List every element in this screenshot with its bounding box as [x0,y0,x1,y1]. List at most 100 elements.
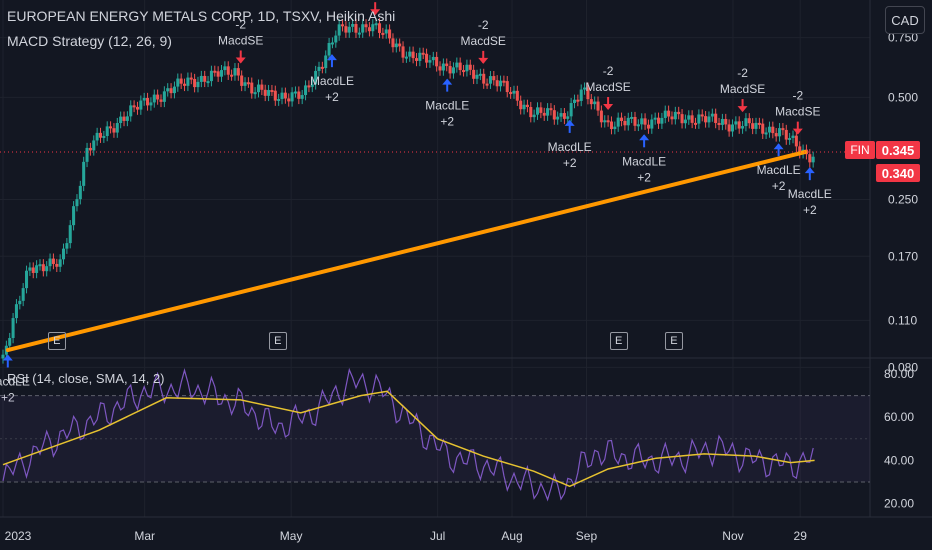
candle-body [213,70,217,73]
candle-body [41,264,45,272]
long-signal-label: MacdLE [310,74,354,88]
candle-body [142,97,146,101]
long-arrow-head [639,134,650,141]
short-arrow-head [603,104,614,111]
candle-body [764,132,768,135]
candle-body [18,300,22,305]
candle-body [324,55,328,69]
candle-body [135,106,139,110]
candle-body [788,137,792,140]
candle-body [609,121,613,130]
earnings-marker[interactable]: E [664,332,683,350]
candle-body [149,102,153,106]
price-axis[interactable]: 0.750 0.500 0.250 0.170 0.110 0.080 [888,31,918,375]
candle-body [38,264,42,267]
candle-body [159,99,163,102]
candle-body [78,185,82,200]
candle-body [418,52,422,61]
candle-body [704,116,708,123]
currency-button[interactable]: CAD [885,6,925,34]
candle-body [717,122,721,125]
candle-body [488,76,492,84]
candle-body [808,154,812,163]
candle-body [300,95,304,99]
earnings-marker[interactable]: E [268,332,287,350]
earnings-marker[interactable]: E [609,332,628,350]
candle-body [525,104,529,107]
candle-body [253,92,257,95]
candle-body [798,146,802,154]
candle-body [48,258,52,267]
candle-body [757,122,761,125]
candle-body [535,107,540,115]
candle-body [75,199,79,207]
candle-body [88,147,92,151]
candle-body [492,76,496,81]
candle-body [572,99,577,104]
candle-body [411,51,415,59]
candle-body [189,77,193,80]
candle-body [791,135,795,138]
candle-body [761,123,765,134]
candle-body [297,91,301,99]
candle-body [260,84,264,90]
candle-body [767,126,771,133]
rsi-tick-label: 20.00 [884,497,914,511]
candle-body [428,60,432,63]
candle-body [246,82,250,85]
candle-body [11,318,15,339]
short-arrow-head [737,106,748,113]
candle-body [620,117,624,122]
candle-body [626,117,630,126]
short-arrow-head [792,128,803,135]
candle-body [549,108,553,111]
candle-body [663,110,667,118]
candle-body [374,23,378,26]
candle-body [35,265,39,273]
candle-body [569,103,573,117]
candle-body [633,116,637,126]
earnings-marker[interactable]: E [47,332,66,350]
candle-body [85,147,89,162]
candle-body [351,24,355,27]
long-signal-label: MacdLE [0,374,30,388]
candle-body [744,118,748,127]
candle-body [653,117,657,120]
candle-body [408,51,412,57]
short-signal-qty: -2 [478,18,489,32]
candle-body [509,92,513,95]
candle-body [455,62,459,68]
long-signal-qty: +2 [563,156,577,170]
candle-body [82,161,86,186]
candle-body [522,104,526,110]
long-signal-label: MacdLE [548,140,592,154]
candle-body [599,110,603,123]
candle-body [519,100,523,110]
price-tick-label: 0.500 [888,90,918,104]
candle-body [58,259,62,267]
time-axis[interactable]: 2023 Mar May Jul Aug Sep Nov 29 [5,529,808,543]
candle-body [505,81,509,93]
candle-body [330,42,334,45]
candle-body [68,225,72,244]
candle-body [199,75,203,82]
candle-body [132,105,136,108]
candle-body [697,114,701,124]
candle-body [576,99,580,102]
candle-body [687,115,691,120]
candle-body [445,63,449,67]
candle-body [613,126,617,130]
candle-body [146,97,150,106]
candle-body [774,133,778,137]
candle-body [367,27,371,32]
candle-body [287,98,291,102]
trend-line[interactable] [5,150,807,353]
candle-body [371,24,375,32]
candle-body [61,248,66,260]
candle-body [693,122,698,125]
candle-body [45,266,49,272]
long-signal-qty: +2 [325,90,339,104]
candles[interactable] [1,18,815,364]
candle-body [451,67,455,74]
